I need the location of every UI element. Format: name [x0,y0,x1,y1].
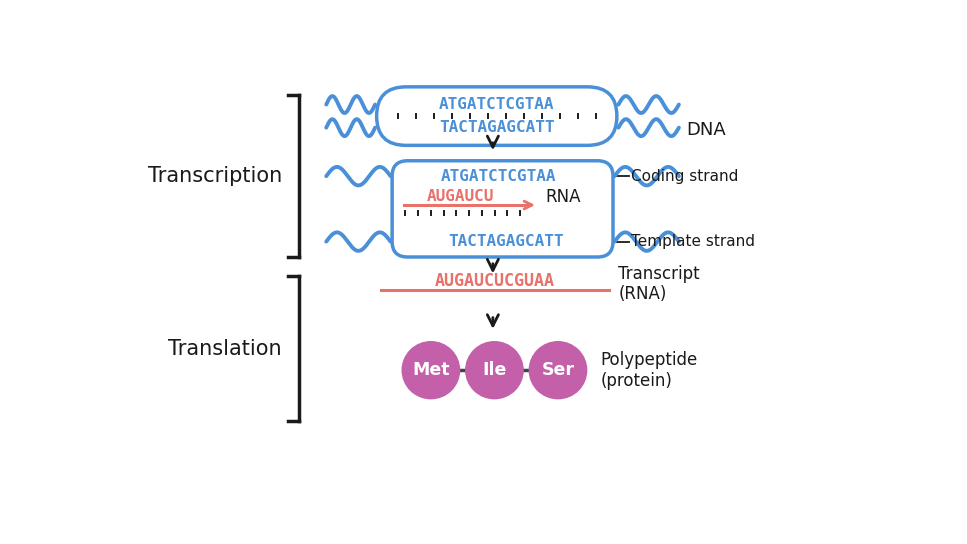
Text: Ser: Ser [542,361,574,379]
Text: Transcription: Transcription [148,166,282,186]
Text: Translation: Translation [168,338,282,358]
Text: Met: Met [412,361,450,379]
Text: ATGATCTCGTAA: ATGATCTCGTAA [441,169,556,184]
Text: Template strand: Template strand [630,234,755,249]
Text: ATGATCTCGTAA: ATGATCTCGTAA [439,97,554,112]
Text: DNA: DNA [687,121,726,139]
Text: Coding strand: Coding strand [630,169,738,184]
Text: TACTAGAGCATT: TACTAGAGCATT [439,120,554,135]
Circle shape [402,342,459,399]
Circle shape [529,342,587,399]
Text: AUGAUCU: AUGAUCU [426,189,494,204]
Text: AUGAUCUCGUAA: AUGAUCUCGUAA [435,272,555,290]
Text: Transcript
(RNA): Transcript (RNA) [619,264,700,304]
Text: Polypeptide
(protein): Polypeptide (protein) [601,351,698,390]
Circle shape [466,342,523,399]
Text: RNA: RNA [545,188,581,206]
Text: Ile: Ile [483,361,507,379]
Text: TACTAGAGCATT: TACTAGAGCATT [449,234,564,249]
